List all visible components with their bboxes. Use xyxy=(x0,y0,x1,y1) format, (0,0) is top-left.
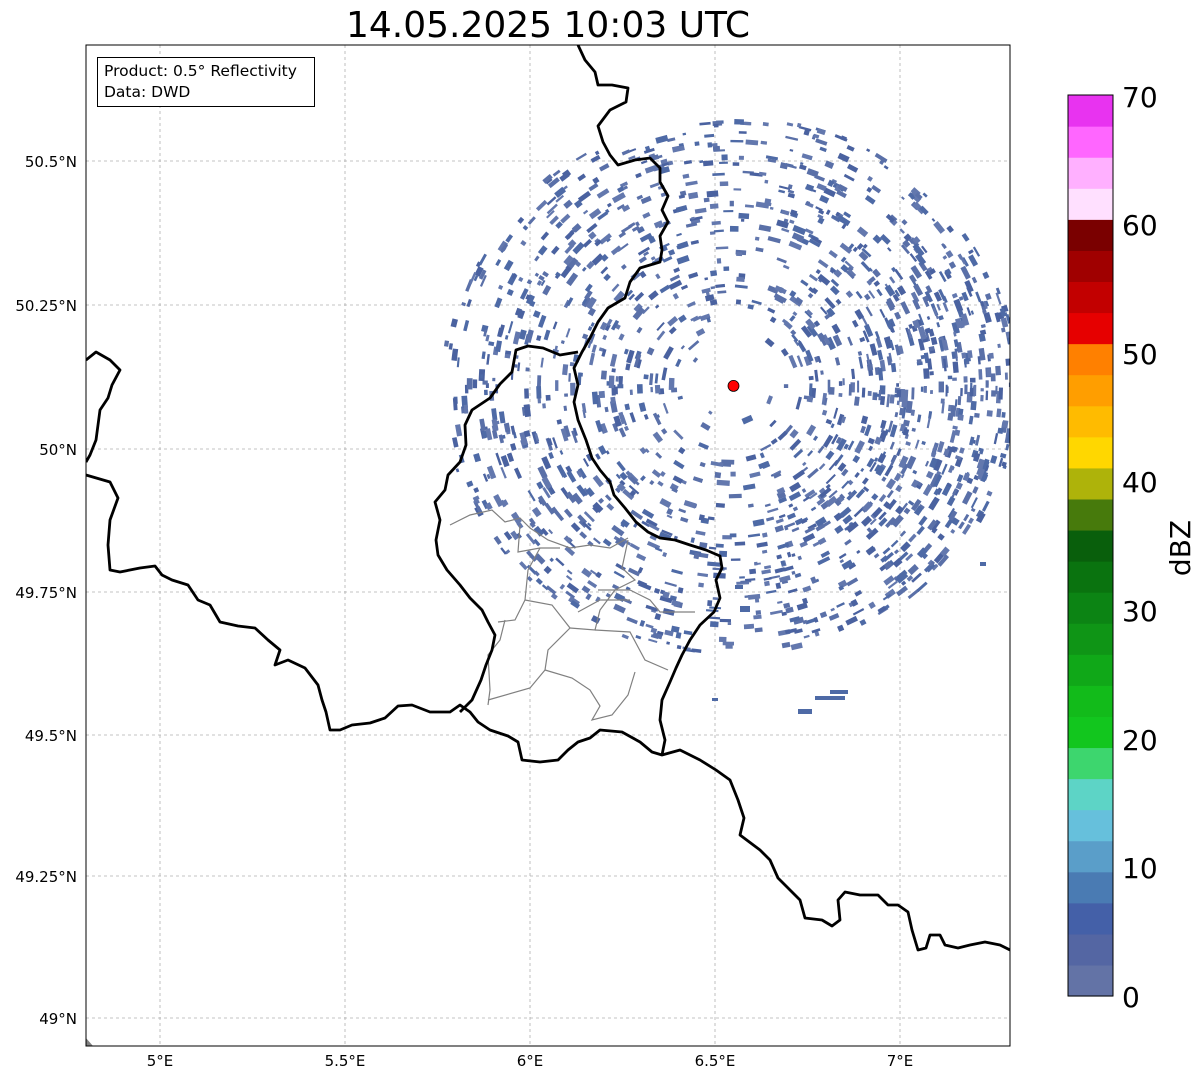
colorbar-segment xyxy=(1068,467,1113,500)
colorbar-segment xyxy=(1068,436,1113,469)
lon-tick-labels: 5°E 5.5°E 6°E 6.5°E 7°E xyxy=(147,1052,914,1070)
colorbar-segment xyxy=(1068,95,1113,127)
colorbar-tick-label: 0 xyxy=(1122,981,1140,1014)
colorbar-frame xyxy=(1067,94,1114,997)
lat-tick-label: 50.5°N xyxy=(25,153,77,171)
gridlines xyxy=(86,45,1010,1046)
colorbar-segment xyxy=(1068,281,1113,314)
lat-tick-label: 49.5°N xyxy=(25,727,77,745)
colorbar xyxy=(1068,95,1113,997)
colorbar-segment xyxy=(1068,312,1113,345)
colorbar-segment xyxy=(1068,871,1113,904)
colorbar-segment xyxy=(1068,840,1113,873)
colorbar-tick-label: 60 xyxy=(1122,209,1158,242)
data-source-label: Data: DWD xyxy=(104,83,191,101)
lon-tick-label: 7°E xyxy=(887,1052,914,1070)
colorbar-segment xyxy=(1068,747,1113,780)
map-title: 14.05.2025 10:03 UTC xyxy=(345,5,751,46)
colorbar-segment xyxy=(1068,592,1113,624)
colorbar-tick-label: 70 xyxy=(1122,81,1158,114)
colorbar-segment xyxy=(1068,654,1113,686)
colorbar-segment xyxy=(1068,561,1113,593)
colorbar-tick-labels: 0 10 20 30 40 50 60 70 xyxy=(1122,81,1158,1014)
colorbar-label: dBZ xyxy=(1164,520,1197,576)
colorbar-segment xyxy=(1068,250,1113,283)
lon-tick-label: 5°E xyxy=(147,1052,174,1070)
colorbar-segment xyxy=(1068,623,1113,655)
colorbar-segment xyxy=(1068,809,1113,842)
colorbar-tick-label: 10 xyxy=(1122,852,1158,885)
product-info-box: Product: 0.5° Reflectivity Data: DWD xyxy=(97,57,315,107)
radar-echoes xyxy=(443,119,1010,714)
colorbar-segment xyxy=(1068,778,1113,811)
lon-tick-label: 5.5°E xyxy=(325,1052,366,1070)
colorbar-tick-label: 30 xyxy=(1122,595,1158,628)
colorbar-segment xyxy=(1068,933,1113,966)
colorbar-segment xyxy=(1068,374,1113,407)
colorbar-segment xyxy=(1068,157,1113,189)
lat-tick-labels: 50.5°N 50.25°N 50°N 49.75°N 49.5°N 49.25… xyxy=(15,153,77,1028)
colorbar-segment xyxy=(1068,529,1113,562)
product-label: Product: 0.5° Reflectivity xyxy=(104,62,297,80)
lat-tick-label: 49.25°N xyxy=(15,868,77,886)
colorbar-segment xyxy=(1068,685,1113,717)
lat-tick-label: 49.75°N xyxy=(15,584,77,602)
lat-tick-label: 50°N xyxy=(39,441,77,459)
national-borders xyxy=(86,45,1010,952)
colorbar-segment xyxy=(1068,498,1113,531)
lat-tick-label: 50.25°N xyxy=(15,297,77,315)
lon-tick-label: 6°E xyxy=(517,1052,544,1070)
colorbar-segment xyxy=(1068,902,1113,935)
admin-boundaries xyxy=(449,509,695,721)
colorbar-tick-label: 20 xyxy=(1122,724,1158,757)
colorbar-tick-label: 50 xyxy=(1122,338,1158,371)
colorbar-segment xyxy=(1068,405,1113,438)
map-frame xyxy=(85,44,1011,1047)
colorbar-segment xyxy=(1068,716,1113,749)
colorbar-segment xyxy=(1068,219,1113,251)
lon-tick-label: 6.5°E xyxy=(695,1052,736,1070)
colorbar-segment xyxy=(1068,188,1113,220)
colorbar-segment xyxy=(1068,343,1113,376)
colorbar-tick-label: 40 xyxy=(1122,466,1158,499)
radar-site-marker xyxy=(727,379,740,392)
lat-tick-label: 49°N xyxy=(39,1010,77,1028)
colorbar-segment xyxy=(1068,964,1113,997)
colorbar-segment xyxy=(1068,126,1113,158)
